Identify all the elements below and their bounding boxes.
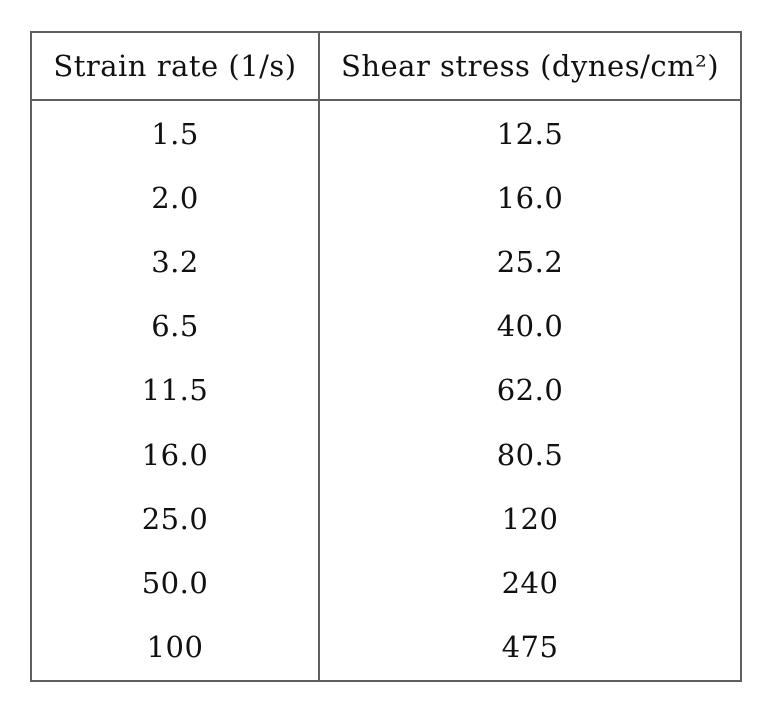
- shear-stress-cell: 16.0: [496, 181, 564, 216]
- data-table: Strain rate (1/s) Shear stress (dynes/cm…: [30, 31, 742, 682]
- shear-stress-cell: 62.0: [496, 373, 564, 408]
- strain-rate-cell: 11.5: [31, 358, 320, 423]
- strain-rate-cell: 2.0: [31, 166, 320, 231]
- strain-rate-cell: 25.0: [31, 486, 320, 551]
- table-row: 1.5 12.5: [31, 100, 741, 167]
- table-row: 25.0 120: [31, 486, 741, 551]
- strain-rate-cell: 1.5: [31, 100, 320, 167]
- shear-stress-cell: 475: [501, 630, 559, 665]
- shear-stress-cell: 12.5: [496, 116, 564, 151]
- strain-rate-cell: 100: [31, 614, 320, 681]
- shear-stress-cell: 25.2: [496, 245, 564, 280]
- table-row: 2.0 16.0: [31, 166, 741, 231]
- shear-stress-cell: 240: [501, 565, 559, 600]
- strain-rate-cell: 3.2: [31, 230, 320, 295]
- shear-stress-cell: 80.5: [496, 437, 564, 472]
- table-row: 16.0 80.5: [31, 422, 741, 487]
- table-row: 6.5 40.0: [31, 294, 741, 359]
- table-row: 50.0 240: [31, 550, 741, 615]
- strain-rate-cell: 50.0: [31, 550, 320, 615]
- table-row: 11.5 62.0: [31, 358, 741, 423]
- shear-stress-cell: 120: [501, 501, 559, 536]
- shear-stress-cell: 40.0: [496, 309, 564, 344]
- table-row: 3.2 25.2: [31, 230, 741, 295]
- table-row: 100 475: [31, 614, 741, 681]
- strain-rate-cell: 6.5: [31, 294, 320, 359]
- shear-stress-header: Shear stress (dynes/cm²): [319, 32, 741, 101]
- header-row: Strain rate (1/s) Shear stress (dynes/cm…: [31, 32, 741, 101]
- strain-rate-header: Strain rate (1/s): [31, 32, 320, 101]
- strain-rate-cell: 16.0: [31, 422, 320, 487]
